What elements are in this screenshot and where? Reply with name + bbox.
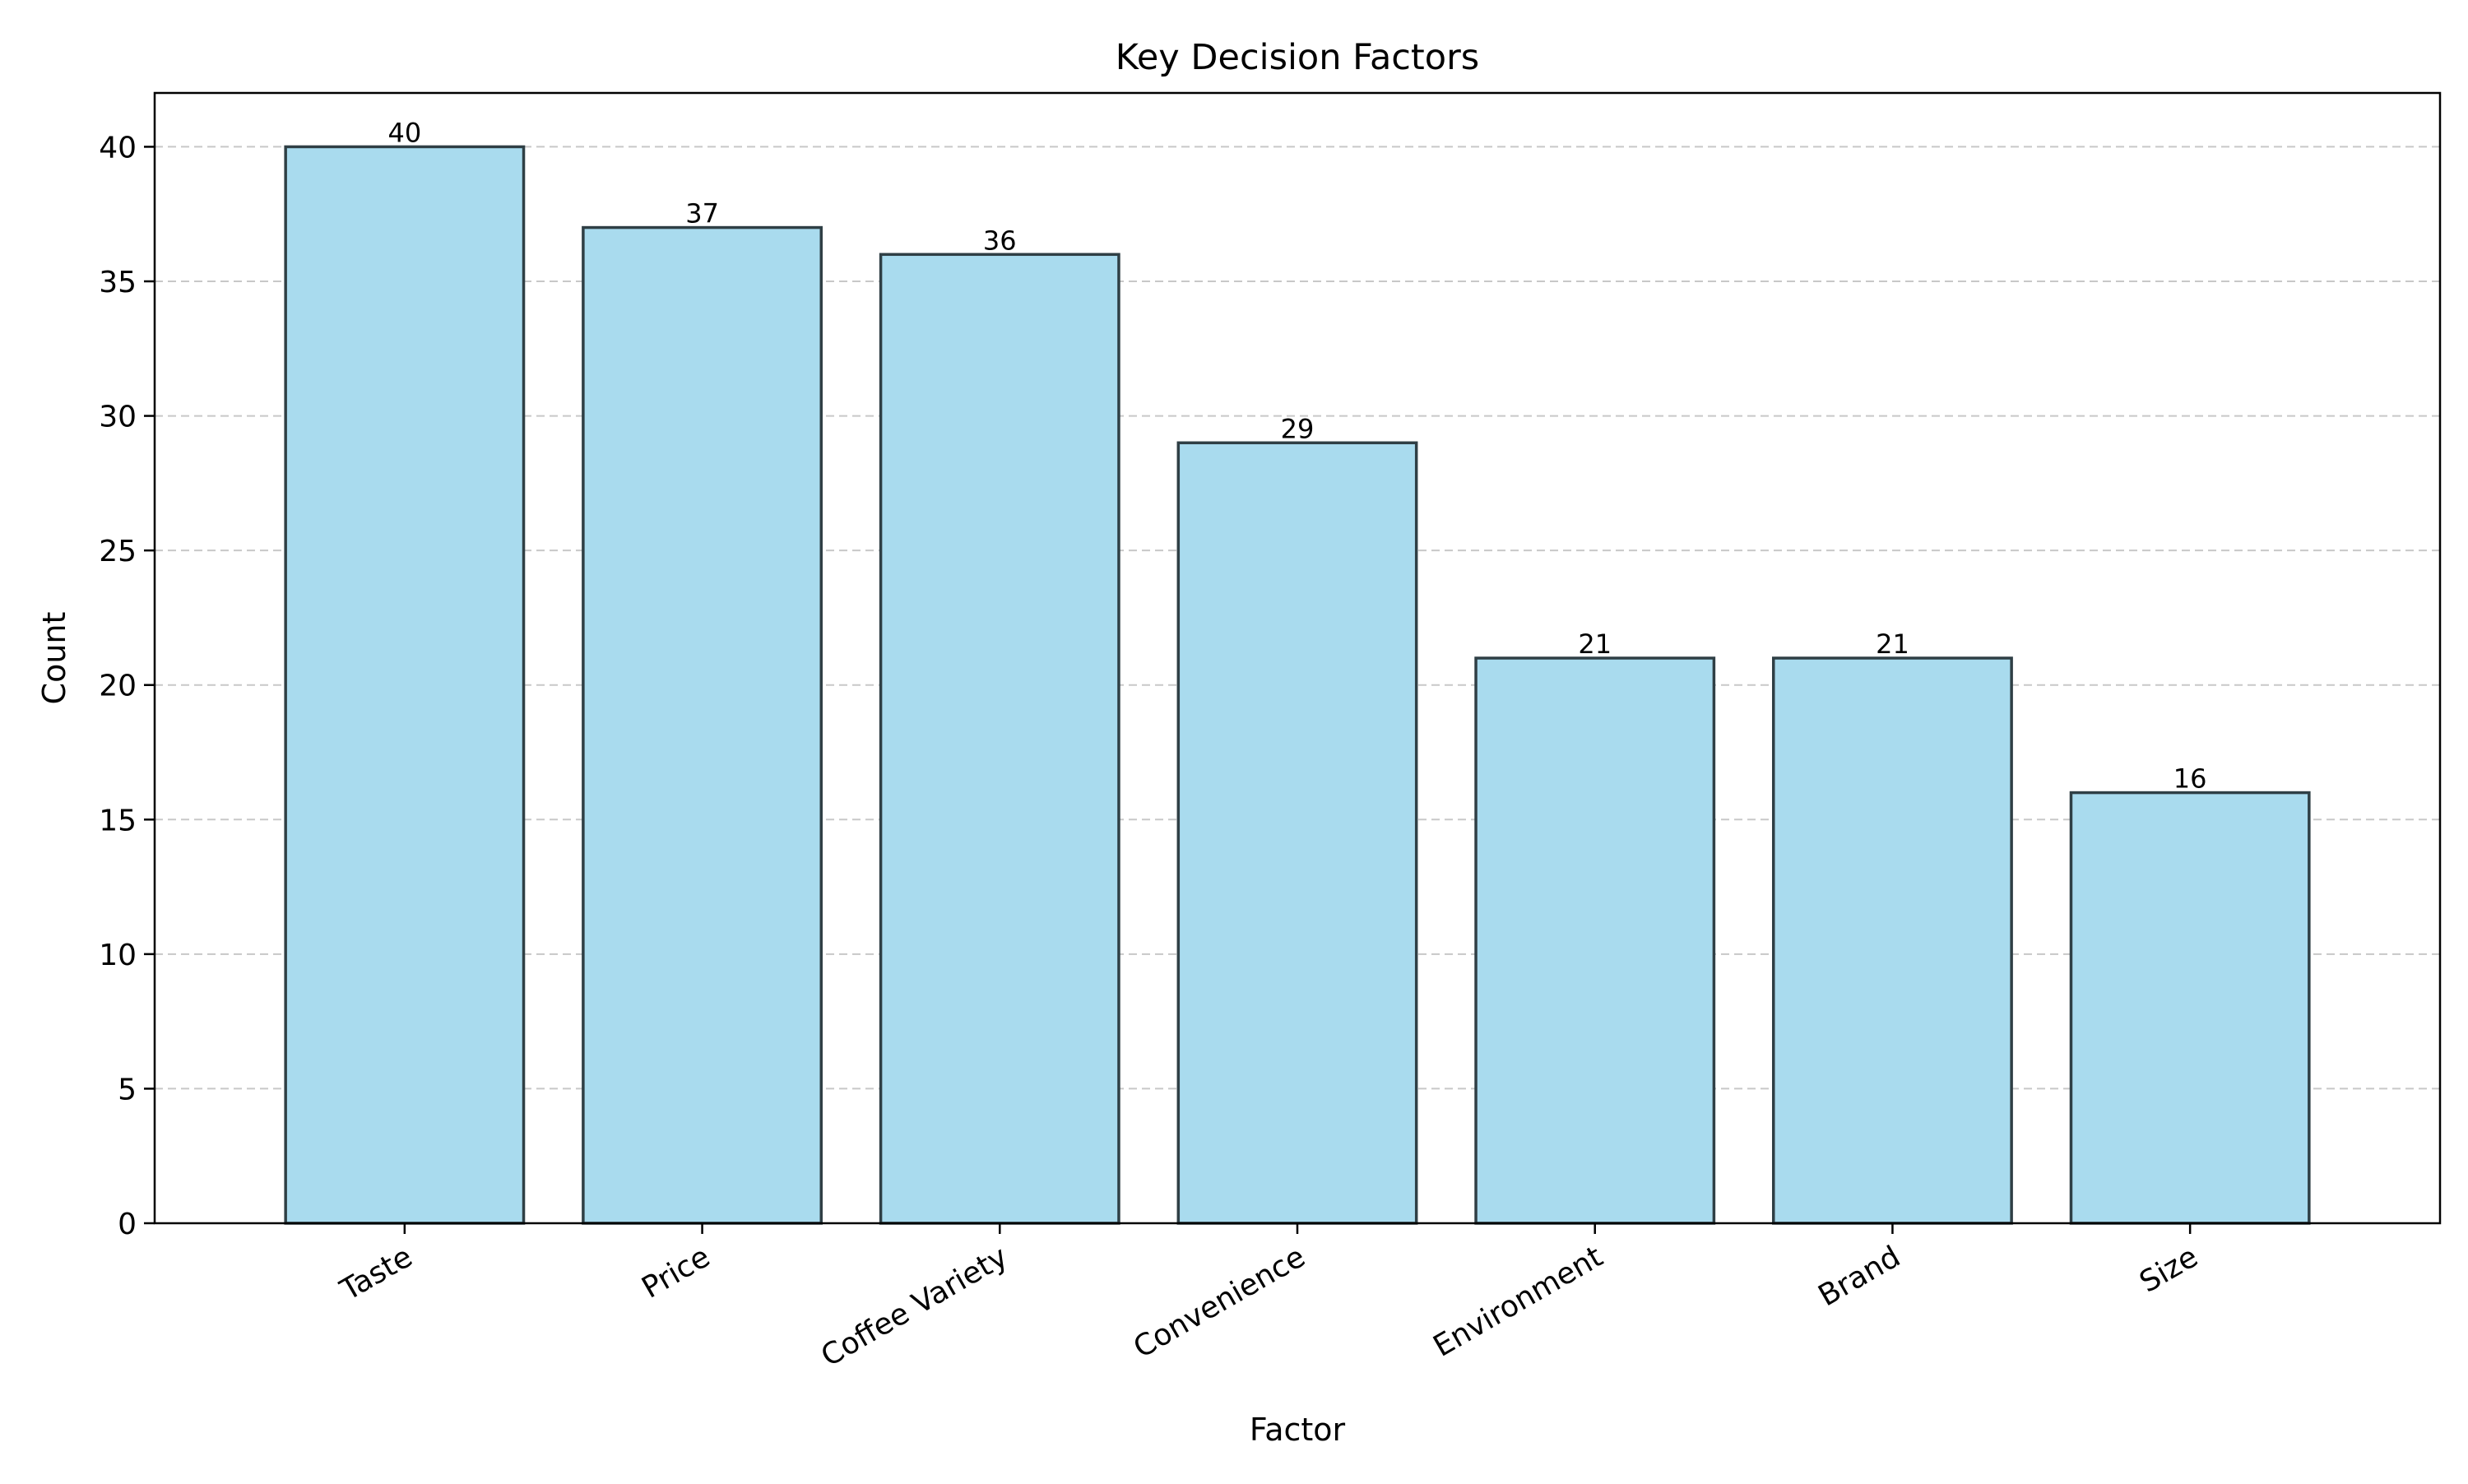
data-label: 16 (2173, 763, 2207, 795)
y-tick-label: 25 (99, 535, 137, 568)
y-tick-label: 30 (99, 401, 137, 434)
bar (284, 145, 526, 1225)
data-label: 40 (387, 117, 421, 148)
bar (582, 225, 823, 1225)
data-label: 21 (1876, 628, 1909, 660)
bar (1176, 441, 1418, 1225)
y-tick-label: 0 (118, 1208, 137, 1241)
x-axis-label: Factor (1250, 1412, 1346, 1448)
y-axis-label: Count (36, 612, 72, 705)
data-label: 36 (983, 225, 1017, 256)
y-tick-label: 5 (118, 1073, 137, 1106)
label-layer: 40 37 36 29 21 21 16 (387, 117, 2206, 794)
y-tick-label: 20 (99, 670, 137, 703)
y-tick-label: 10 (99, 939, 137, 972)
bar-layer (284, 145, 2311, 1225)
bar (1772, 656, 2013, 1225)
data-label: 37 (685, 198, 719, 230)
bar (1474, 656, 1716, 1225)
data-label: 21 (1578, 628, 1612, 660)
chart-title: Key Decision Factors (1116, 37, 1479, 78)
y-tick-label: 40 (99, 131, 137, 165)
bar (879, 253, 1120, 1225)
y-tick-label: 15 (99, 804, 137, 837)
bar (2069, 791, 2311, 1225)
y-tick-label: 35 (99, 266, 137, 299)
data-label: 29 (1281, 413, 1315, 444)
